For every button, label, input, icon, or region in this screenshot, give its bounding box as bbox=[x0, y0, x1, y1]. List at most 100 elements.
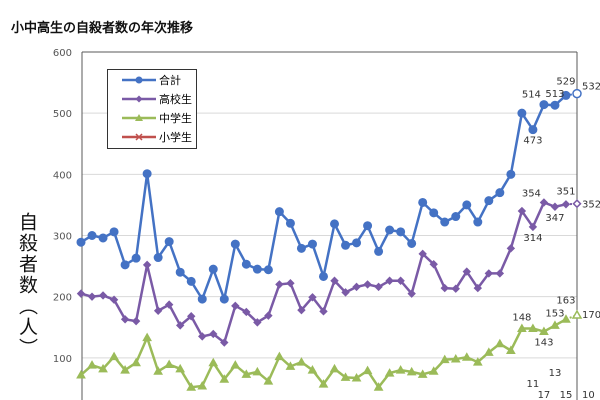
data-point bbox=[363, 280, 372, 289]
data-point bbox=[209, 329, 218, 339]
legend-swatch-icon bbox=[122, 113, 156, 121]
data-point bbox=[186, 276, 196, 286]
data-point bbox=[406, 366, 417, 376]
data-point bbox=[175, 321, 185, 330]
data-point bbox=[87, 360, 97, 369]
data-label: 513 bbox=[545, 89, 564, 100]
data-label: 11 bbox=[527, 379, 540, 390]
data-point bbox=[198, 332, 207, 341]
legend-swatch-icon bbox=[122, 76, 156, 83]
data-point bbox=[242, 307, 251, 317]
data-point bbox=[528, 222, 538, 232]
data-point bbox=[363, 221, 373, 231]
data-point bbox=[319, 307, 328, 316]
data-point bbox=[396, 227, 406, 237]
data-point bbox=[407, 289, 416, 298]
data-point bbox=[197, 294, 207, 304]
data-point bbox=[142, 260, 152, 270]
data-point bbox=[219, 374, 230, 383]
legend-item: 中学生 bbox=[108, 108, 196, 127]
data-point bbox=[274, 207, 284, 217]
data-label: 143 bbox=[534, 338, 553, 349]
data-point bbox=[528, 323, 538, 332]
data-point bbox=[175, 363, 186, 373]
data-point bbox=[109, 227, 119, 237]
data-point bbox=[451, 212, 461, 222]
data-point bbox=[374, 246, 384, 256]
data-point bbox=[352, 282, 361, 292]
data-point bbox=[561, 314, 571, 323]
legend-item: 小学生 bbox=[108, 127, 196, 146]
data-point bbox=[318, 271, 328, 281]
legend-swatch-icon bbox=[122, 95, 156, 102]
series-line bbox=[80, 318, 567, 389]
data-point bbox=[506, 345, 516, 354]
data-point bbox=[318, 379, 329, 388]
data-point bbox=[98, 233, 108, 243]
data-point bbox=[252, 366, 263, 376]
data-point bbox=[76, 369, 86, 379]
data-point bbox=[120, 260, 130, 270]
data-point bbox=[440, 217, 450, 227]
data-point bbox=[385, 276, 394, 285]
data-point bbox=[308, 293, 317, 302]
data-point bbox=[484, 269, 494, 278]
data-point bbox=[153, 366, 164, 375]
data-point bbox=[296, 357, 307, 366]
data-point bbox=[428, 366, 439, 375]
data-point bbox=[550, 202, 560, 211]
data-point bbox=[572, 199, 582, 209]
data-point bbox=[131, 357, 141, 367]
data-label: 170 bbox=[582, 310, 600, 321]
data-point bbox=[253, 318, 262, 327]
y-tick-label: 500 bbox=[53, 109, 72, 120]
data-point bbox=[440, 283, 449, 293]
data-point bbox=[550, 320, 560, 329]
data-point bbox=[142, 169, 152, 179]
data-point bbox=[231, 301, 240, 311]
data-point bbox=[142, 332, 152, 342]
data-point bbox=[561, 90, 571, 100]
data-point bbox=[164, 300, 174, 309]
data-point bbox=[329, 363, 340, 373]
data-point bbox=[285, 218, 295, 228]
data-point bbox=[175, 267, 185, 277]
data-point bbox=[484, 196, 494, 206]
data-point bbox=[164, 359, 175, 369]
data-point bbox=[87, 292, 97, 301]
data-point bbox=[131, 316, 141, 326]
data-point bbox=[340, 372, 351, 381]
data-point bbox=[373, 382, 384, 391]
data-point bbox=[429, 260, 438, 269]
data-point bbox=[461, 352, 472, 361]
data-point bbox=[495, 269, 505, 278]
data-point bbox=[395, 365, 406, 374]
legend: 合計 高校生 中学生 小学生 bbox=[107, 69, 197, 149]
data-point bbox=[341, 240, 351, 250]
y-tick-label: 600 bbox=[53, 48, 72, 59]
data-point bbox=[120, 315, 130, 324]
data-point bbox=[230, 239, 240, 249]
data-point bbox=[517, 108, 527, 118]
data-point bbox=[153, 306, 163, 315]
data-point bbox=[494, 338, 505, 348]
data-point bbox=[451, 284, 460, 293]
y-tick-label: 200 bbox=[53, 293, 72, 304]
data-label: 13 bbox=[549, 368, 562, 379]
data-point bbox=[307, 365, 318, 374]
data-label: 163 bbox=[556, 295, 575, 306]
data-point bbox=[341, 288, 350, 297]
data-point bbox=[87, 231, 97, 240]
data-point bbox=[362, 365, 373, 375]
data-label: 148 bbox=[512, 312, 531, 323]
data-point bbox=[517, 323, 527, 332]
data-point bbox=[472, 357, 483, 366]
data-point bbox=[76, 289, 86, 298]
data-point bbox=[462, 267, 471, 276]
data-point bbox=[153, 253, 163, 263]
data-point bbox=[407, 238, 417, 248]
legend-item: 高校生 bbox=[108, 89, 196, 108]
data-point bbox=[263, 265, 273, 275]
data-point bbox=[495, 188, 505, 198]
data-label: 10 bbox=[582, 390, 595, 400]
